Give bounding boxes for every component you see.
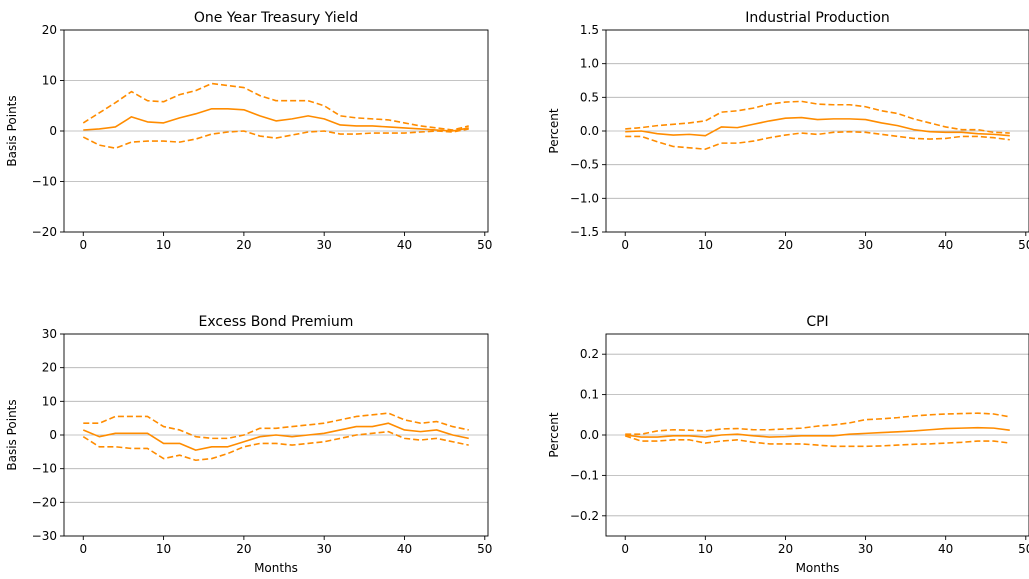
x-tick-label: 10 <box>156 542 171 556</box>
chart-title: CPI <box>806 314 828 330</box>
series-line-upper-band <box>625 100 1010 134</box>
y-tick-label: 1.5 <box>580 23 599 37</box>
y-tick-label: −0.5 <box>570 158 599 172</box>
x-tick-label: 40 <box>938 238 953 252</box>
series-group <box>82 412 469 462</box>
series-line-median <box>625 116 1010 137</box>
y-tick-label: 0 <box>49 428 57 442</box>
series-line-lower-band <box>625 130 1010 150</box>
x-tick-label: 10 <box>698 238 713 252</box>
x-tick-label: 20 <box>778 542 793 556</box>
y-tick-label: −10 <box>32 175 57 189</box>
y-axis-label: Basis Points <box>5 399 19 470</box>
x-tick-label: 20 <box>236 542 251 556</box>
x-tick-label: 30 <box>858 238 873 252</box>
series-group <box>624 412 1010 448</box>
y-tick-label: 0.5 <box>580 90 599 104</box>
series-line-median <box>82 422 469 451</box>
series-line-upper-band <box>83 412 469 440</box>
x-tick-label: 0 <box>621 238 629 252</box>
x-tick-label: 40 <box>397 542 412 556</box>
subplot-1: −20 −10 0 10 20 0 10 20 30 40 50 One Year Treasury … <box>5 10 492 252</box>
x-tick-label: 0 <box>79 238 87 252</box>
x-tick-label: 40 <box>397 238 412 252</box>
y-tick-label: −1.0 <box>570 191 599 205</box>
y-tick-label: 10 <box>42 394 57 408</box>
series-line-median <box>625 426 1010 438</box>
y-tick-label: 0.0 <box>580 124 599 138</box>
x-tick-label: 30 <box>317 238 332 252</box>
y-tick-label: 0 <box>49 124 57 138</box>
y-tick-label: 0.2 <box>580 347 599 361</box>
x-axis-label: Months <box>254 561 298 575</box>
series-line-lower-band <box>82 128 469 149</box>
chart-title: Excess Bond Premium <box>199 314 354 330</box>
y-tick-label: −0.2 <box>570 509 599 523</box>
y-axis-label: Basis Points <box>5 95 19 166</box>
x-tick-label: 0 <box>621 542 629 556</box>
x-tick-label: 10 <box>698 542 713 556</box>
series-line-median <box>83 107 469 132</box>
x-tick-label: 30 <box>858 542 873 556</box>
x-tick-label: 30 <box>317 542 332 556</box>
chart-title: Industrial Production <box>745 10 890 26</box>
x-tick-label: 50 <box>477 542 492 556</box>
y-tick-label: −1.5 <box>570 225 599 239</box>
x-tick-label: 0 <box>79 542 87 556</box>
series-line-lower-band <box>82 430 469 462</box>
y-tick-label: 0.1 <box>580 388 599 402</box>
x-tick-label: 50 <box>1018 542 1029 556</box>
x-axis-label: Months <box>796 561 840 575</box>
x-tick-label: 50 <box>1018 238 1029 252</box>
series-group <box>82 82 469 149</box>
y-tick-label: −10 <box>32 462 57 476</box>
x-tick-label: 40 <box>938 542 953 556</box>
y-tick-label: 20 <box>42 23 57 37</box>
y-tick-label: −0.1 <box>570 468 599 482</box>
y-tick-label: 0.0 <box>580 428 599 442</box>
y-axis-label: Percent <box>547 108 561 153</box>
subplot-3: −30 −20 −10 0 10 20 30 0 10 20 30 40 50 Excess Bond P… <box>5 314 492 575</box>
x-tick-label: 50 <box>477 238 492 252</box>
x-tick-label: 20 <box>778 238 793 252</box>
x-tick-label: 10 <box>156 238 171 252</box>
y-axis-label: Percent <box>547 412 561 457</box>
y-tick-label: 20 <box>42 361 57 375</box>
y-tick-label: −20 <box>32 225 57 239</box>
y-tick-label: −30 <box>32 529 57 543</box>
y-tick-label: 10 <box>42 74 57 88</box>
series-line-upper-band <box>625 412 1010 435</box>
y-tick-label: −20 <box>32 495 57 509</box>
subplot-4: −0.2 −0.1 0.0 0.1 0.2 0 10 20 30 40 50 CPI Percent Mo… <box>547 314 1029 575</box>
series-line-upper-band <box>82 82 469 131</box>
subplot-2: −1.5 −1.0 −0.5 0.0 0.5 1.0 1.5 0 10 20 30 40 50 Indus… <box>547 10 1029 252</box>
x-tick-label: 20 <box>236 238 251 252</box>
series-group <box>625 100 1010 150</box>
chart-title: One Year Treasury Yield <box>194 10 358 26</box>
series-line-lower-band <box>624 435 1010 448</box>
y-tick-label: 30 <box>42 327 57 341</box>
y-tick-label: 1.0 <box>580 57 599 71</box>
